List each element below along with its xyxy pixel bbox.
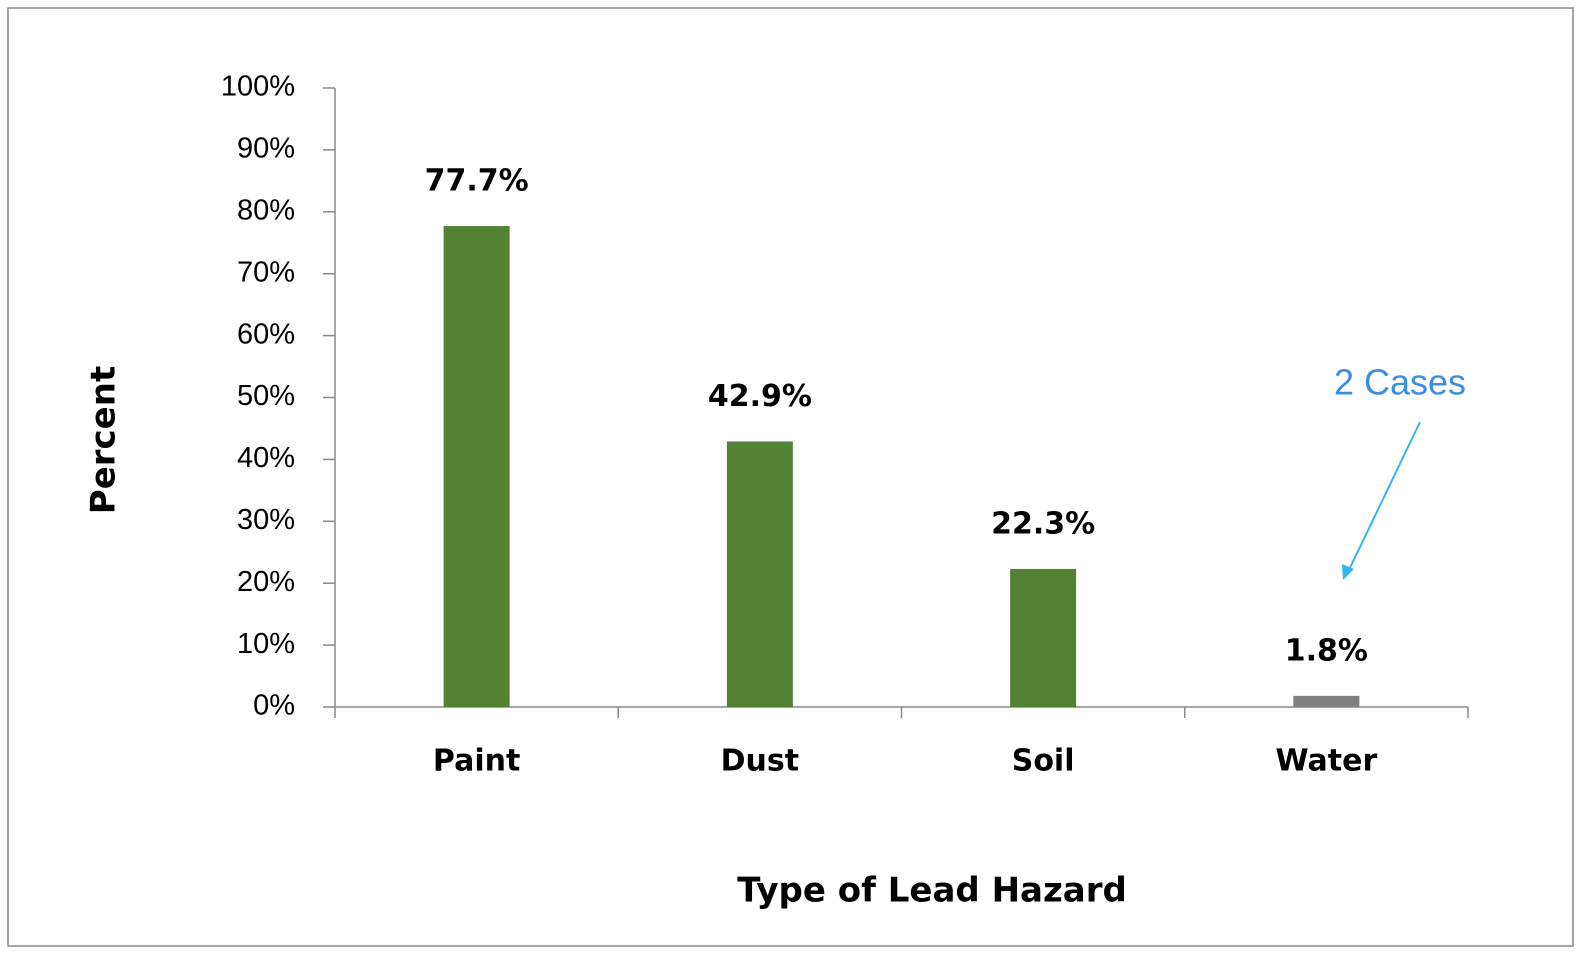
value-label: 77.7% bbox=[425, 164, 529, 199]
x-axis-title: Type of Lead Hazard bbox=[737, 871, 1127, 911]
bar bbox=[1293, 695, 1360, 707]
x-tick-label: Dust bbox=[721, 744, 799, 779]
value-label: 22.3% bbox=[991, 506, 1095, 541]
y-tick-label: 40% bbox=[237, 442, 295, 474]
arrow-head bbox=[1342, 564, 1354, 580]
annotation: 2 Cases bbox=[1334, 362, 1466, 403]
y-axis-title: Percent bbox=[84, 366, 124, 514]
y-tick-label: 20% bbox=[237, 566, 295, 598]
x-tick-label: Water bbox=[1276, 744, 1378, 779]
y-tick-label: 0% bbox=[253, 690, 295, 722]
bar bbox=[443, 226, 510, 708]
y-tick-label: 90% bbox=[237, 133, 295, 165]
y-tick-label: 10% bbox=[237, 628, 295, 660]
y-tick-label: 70% bbox=[237, 256, 295, 288]
annotation-arrow bbox=[1347, 421, 1421, 573]
value-label: 42.9% bbox=[708, 379, 812, 414]
x-tick-label: Soil bbox=[1012, 744, 1075, 779]
y-tick-label: 80% bbox=[237, 194, 295, 226]
y-tick-label: 50% bbox=[237, 380, 295, 412]
x-tick-label: Paint bbox=[433, 744, 520, 779]
bar bbox=[726, 441, 793, 707]
y-tick-label: 100% bbox=[221, 71, 295, 103]
y-tick-label: 60% bbox=[237, 318, 295, 350]
bar bbox=[1010, 568, 1077, 707]
value-label: 1.8% bbox=[1285, 633, 1368, 668]
y-tick-label: 30% bbox=[237, 504, 295, 536]
